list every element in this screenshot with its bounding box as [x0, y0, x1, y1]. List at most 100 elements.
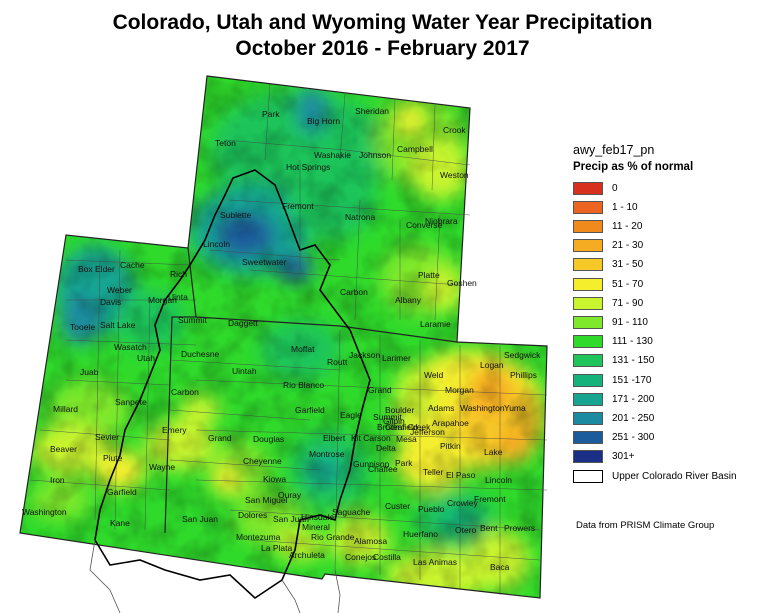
county-boundaries — [29, 83, 548, 595]
county-label: Cache — [120, 260, 145, 270]
legend-swatch — [573, 373, 603, 387]
county-label: Sanpete — [115, 397, 147, 407]
county-label: Weston — [440, 170, 469, 180]
legend-item: Upper Colorado River Basin — [573, 468, 737, 484]
county-label: Summit — [373, 412, 402, 422]
legend-item: 21 - 30 — [573, 238, 643, 254]
county-label: Alamosa — [354, 536, 387, 546]
county-label: Sedgwick — [504, 350, 541, 360]
county-label: Salt Lake — [100, 320, 136, 330]
county-label: Elbert — [323, 433, 346, 443]
county-label: Carbon — [171, 387, 199, 397]
county-label: Kit Carson — [351, 433, 391, 443]
county-label: Jefferson — [410, 427, 445, 437]
county-label: Albany — [395, 295, 422, 305]
legend-item: 251 - 300 — [573, 430, 654, 446]
county-label: Tooele — [70, 322, 95, 332]
county-label: El Paso — [446, 470, 476, 480]
county-label: Chaffee — [368, 464, 398, 474]
county-label: San Juan — [273, 514, 309, 524]
county-labels: Park Big Horn Sheridan Crook Teton Washakie Jo… — [22, 106, 541, 572]
county-label: Pitkin — [440, 441, 461, 451]
legend-label: 11 - 20 — [612, 220, 643, 232]
legend-label: 301+ — [612, 451, 635, 463]
county-label: Sheridan — [355, 106, 389, 116]
legend-swatch — [573, 219, 603, 233]
county-label: Rio Grande — [311, 532, 355, 542]
legend-label: 111 - 130 — [612, 336, 653, 348]
county-label: Johnson — [359, 150, 391, 160]
county-label: Beaver — [50, 444, 77, 454]
county-label: Kiowa — [263, 474, 286, 484]
county-label: Gunnison — [353, 459, 390, 469]
county-label: Goshen — [447, 278, 477, 288]
legend-label: 1 - 10 — [612, 201, 638, 213]
legend-label: 131 - 150 — [612, 355, 655, 367]
county-label: Washakie — [314, 150, 351, 160]
legend-subtitle: Precip as % of normal — [573, 161, 694, 173]
county-label: Otero — [455, 525, 477, 535]
legend-item: 131 - 150 — [573, 353, 654, 369]
county-label: Archuleta — [289, 550, 325, 560]
county-label: Clear Creek — [385, 422, 431, 432]
county-label: Uintah — [232, 366, 257, 376]
county-label: Crook — [443, 125, 466, 135]
county-label: Las Animas — [413, 557, 457, 567]
county-label: Box Elder — [78, 264, 115, 274]
county-label: San Juan — [182, 514, 218, 524]
legend-item: 11 - 20 — [573, 218, 642, 234]
county-label: Emery — [162, 425, 187, 435]
county-label: Saguache — [332, 507, 371, 517]
legend-label: 151 -170 — [612, 374, 652, 386]
legend-swatch — [573, 181, 603, 195]
legend-label: 0 — [612, 182, 618, 194]
county-label: Lake — [484, 447, 503, 457]
county-label: Crowley — [447, 498, 478, 508]
map-title: Colorado, Utah and Wyoming Water Year Pr… — [0, 10, 765, 62]
county-label: Mesa — [396, 434, 417, 444]
legend-item: 151 -170 — [573, 372, 651, 388]
title-line-1: Colorado, Utah and Wyoming Water Year Pr… — [112, 11, 653, 34]
county-label: Lincoln — [485, 475, 512, 485]
legend-swatch — [573, 411, 603, 425]
river-lines — [89, 539, 341, 613]
legend-item: 0 — [573, 180, 618, 196]
county-label: Big Horn — [307, 116, 340, 126]
county-label: Daggett — [228, 318, 258, 328]
county-label: Carbon — [340, 287, 368, 297]
county-label: Morgan — [148, 295, 177, 305]
county-label: Mineral — [302, 522, 330, 532]
county-label: Park — [395, 458, 413, 468]
county-label: Grand — [368, 385, 392, 395]
legend-item: 1 - 10 — [573, 199, 638, 215]
county-label: Niobrara — [425, 216, 458, 226]
county-label: Juab — [80, 367, 99, 377]
county-label: Costilla — [373, 552, 401, 562]
legend-label: 21 - 30 — [612, 240, 644, 252]
county-label: Sevier — [95, 432, 119, 442]
legend-item: 201 - 250 — [573, 410, 654, 426]
county-label: Adams — [428, 403, 454, 413]
county-label: Boulder — [385, 405, 414, 415]
county-label: Wayne — [149, 462, 175, 472]
county-label: Laramie — [420, 319, 451, 329]
county-label: Sweetwater — [242, 257, 287, 267]
legend-label: 201 - 250 — [612, 412, 655, 424]
legend-label: 251 - 300 — [612, 432, 655, 444]
legend-item: 91 - 110 — [573, 314, 648, 330]
state-boundaries — [19, 75, 548, 599]
upper-colorado-river-basin — [94, 169, 371, 600]
county-label: Grand — [208, 433, 232, 443]
legend-item: 51 - 70 — [573, 276, 643, 292]
county-label: Pueblo — [418, 504, 445, 514]
county-label: Yuma — [504, 403, 526, 413]
county-label: Rich — [170, 269, 187, 279]
legend-swatch — [573, 469, 603, 483]
county-label: Huerfano — [403, 529, 438, 539]
county-label: Garfield — [295, 405, 325, 415]
legend-layer-name: awy_feb17_pn — [573, 143, 655, 157]
county-label: Uinta — [168, 292, 188, 302]
legend-swatch — [573, 450, 603, 464]
county-label: Campbell — [397, 144, 433, 154]
legend-swatch — [573, 258, 603, 272]
